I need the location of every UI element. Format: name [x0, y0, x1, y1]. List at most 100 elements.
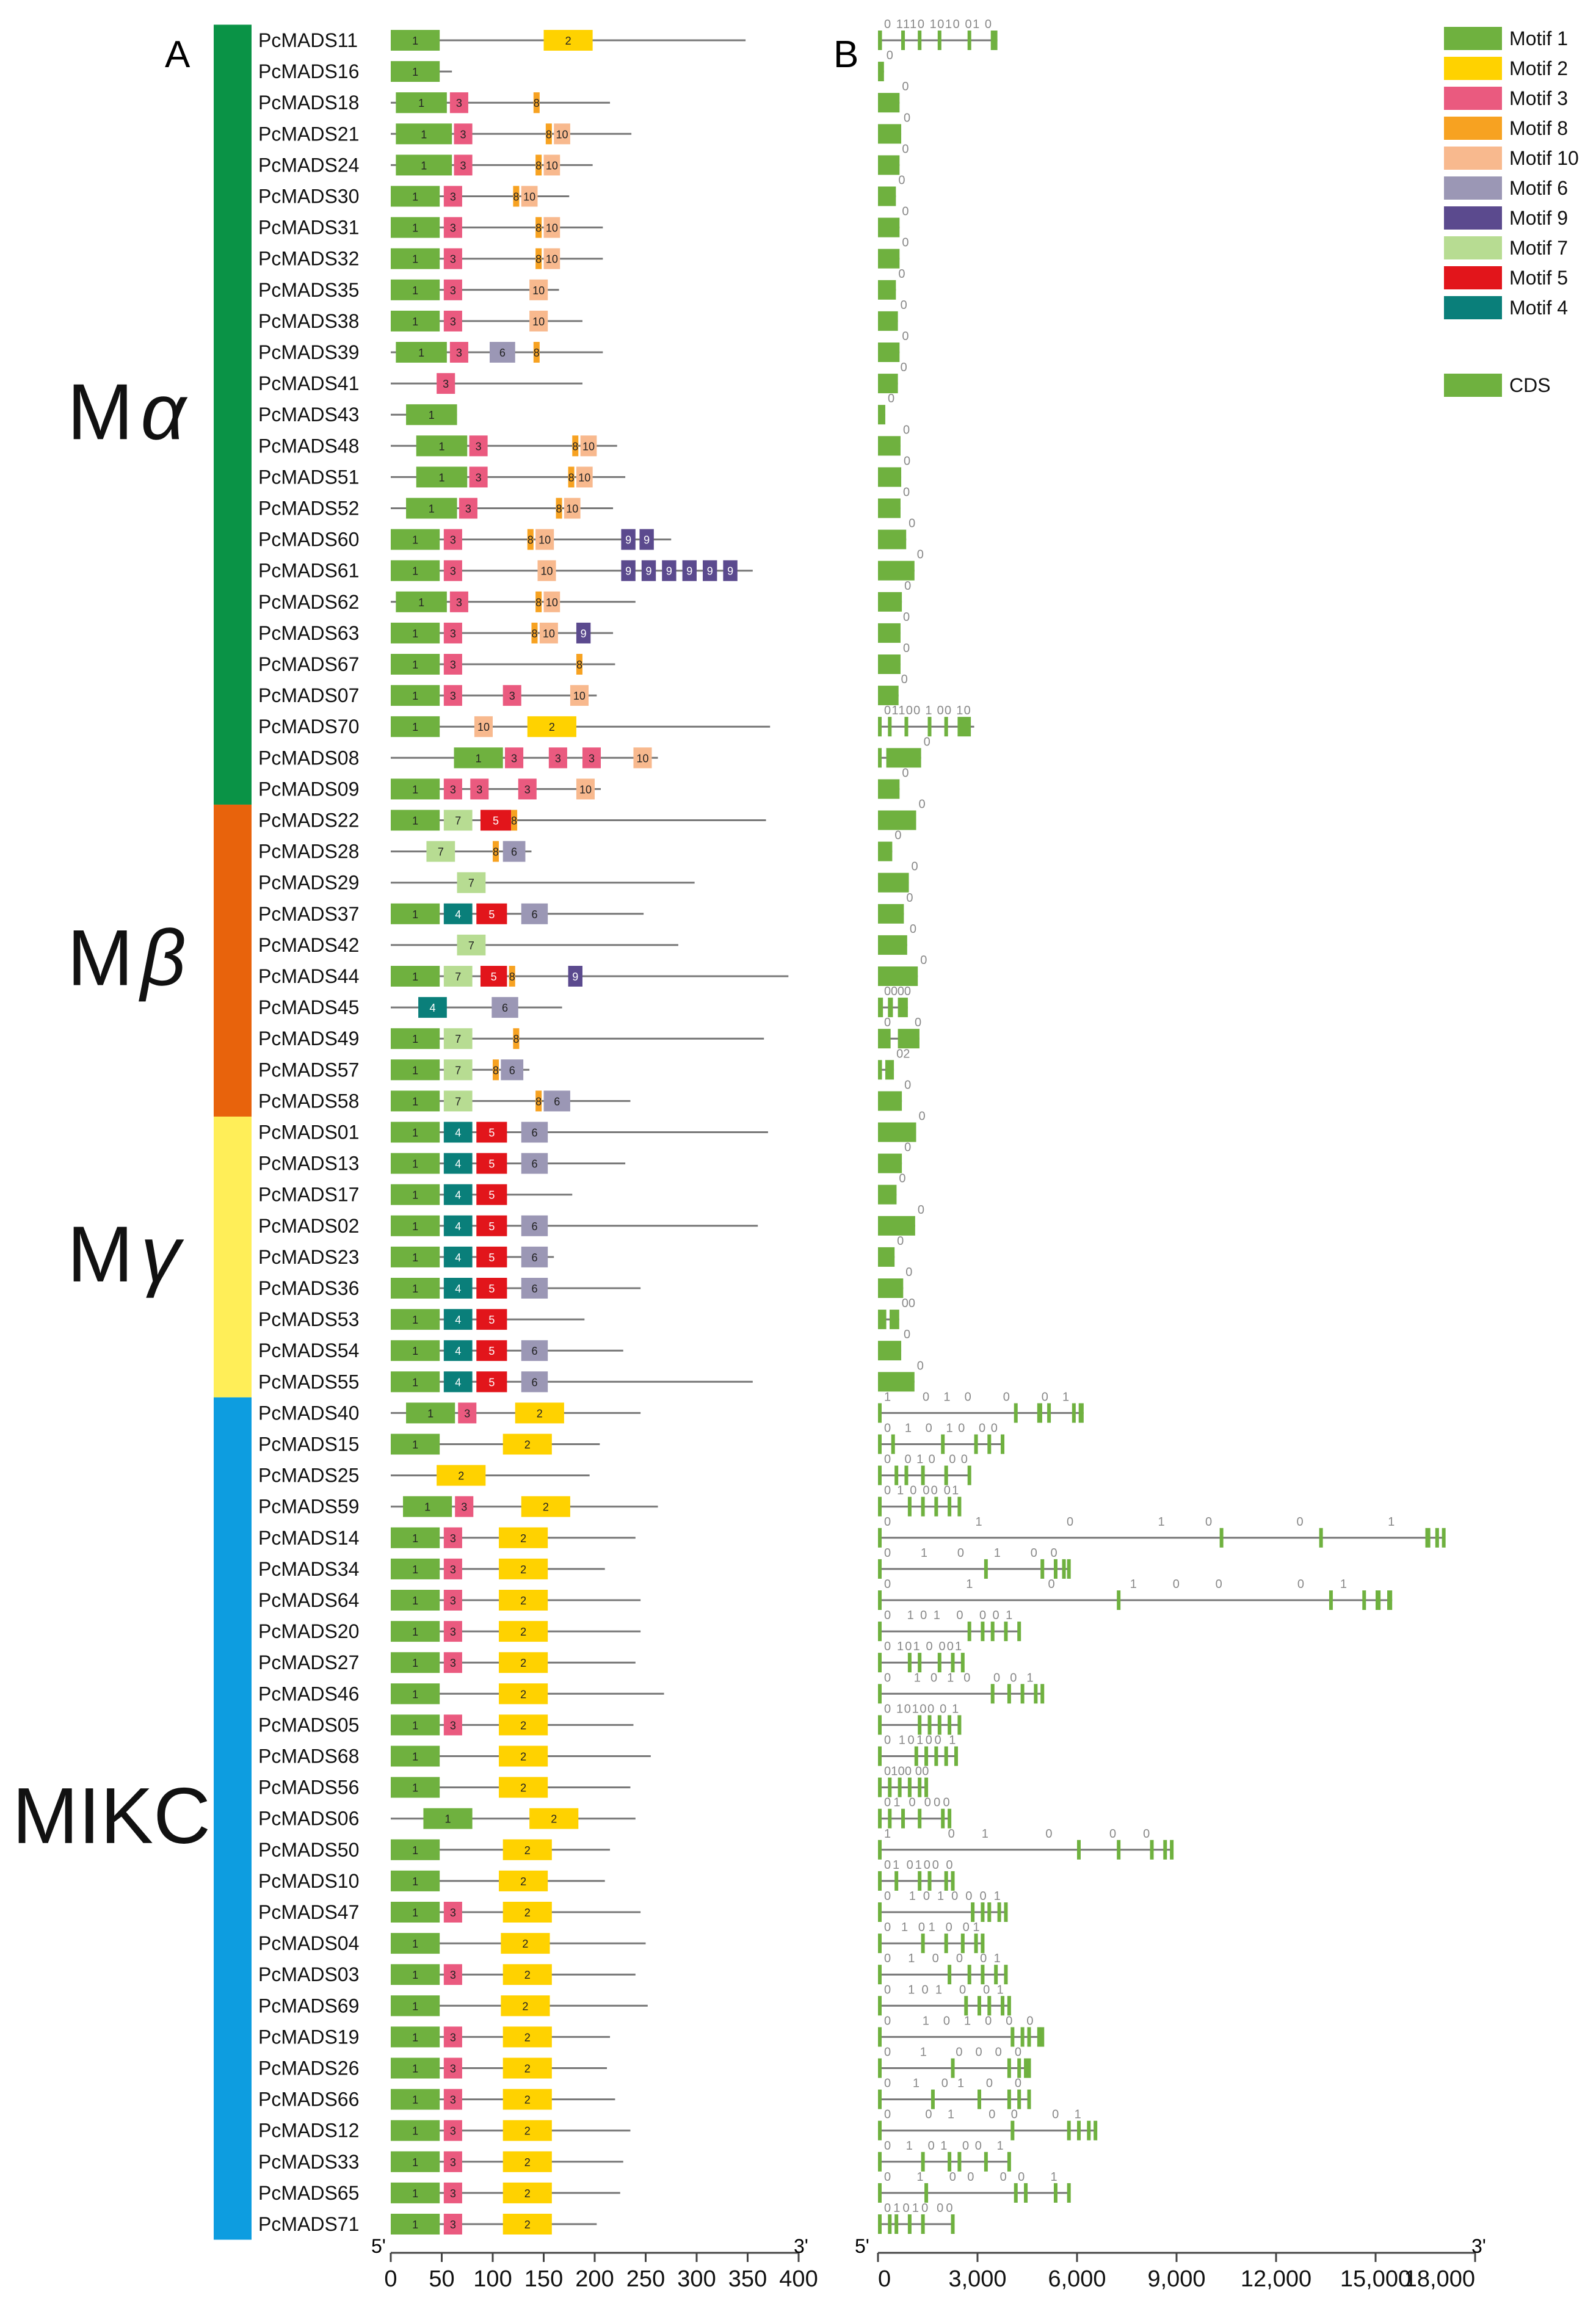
- cds-exon: [878, 124, 902, 144]
- structure-row: 0 1010001: [878, 1890, 1008, 1922]
- gene-name: PcMADS02: [258, 1215, 359, 1237]
- gene-name: PcMADS46: [258, 1683, 359, 1705]
- intron-phase-labels: 0: [904, 111, 910, 125]
- structure-row: 0 101 0 001: [878, 1609, 1021, 1642]
- motif-1-box: [391, 1090, 440, 1112]
- gene-name: PcMADS60: [258, 529, 359, 551]
- gene-name: PcMADS50: [258, 1839, 359, 1861]
- cds-exon: [948, 1965, 952, 1985]
- motif-row: PcMADS65 1 3 2: [258, 2182, 620, 2204]
- intron-phase-labels: 0 01 00 01: [884, 2108, 1081, 2122]
- cds-exon: [960, 1934, 965, 1954]
- motif-8-box: [493, 841, 499, 862]
- cds-exon: [1094, 2120, 1098, 2140]
- motif-number: 9: [686, 565, 692, 578]
- motif-number: 4: [455, 1345, 461, 1357]
- motif-10-box: [535, 529, 554, 550]
- structure-row: 0 1 01 00 1: [878, 2139, 1011, 2172]
- gene-name: PcMADS12: [258, 2120, 359, 2142]
- gene-name: PcMADS18: [258, 92, 359, 114]
- motif-number: 2: [524, 1907, 531, 1919]
- motif-3-box: [548, 747, 567, 769]
- motif-number: 1: [412, 2000, 418, 2012]
- motif-1-box: [391, 1652, 440, 1673]
- cds-exon: [878, 686, 899, 706]
- motif-10-box: [564, 498, 581, 519]
- gene-name: PcMADS26: [258, 2057, 359, 2079]
- intron-phase-labels: 0 10100 0 1: [884, 1702, 959, 1716]
- intron-phase-labels: 0: [910, 922, 916, 936]
- motif-number: 1: [429, 503, 435, 515]
- motif-number: 6: [531, 1220, 537, 1233]
- motif-3-box: [443, 778, 462, 800]
- cds-exon: [907, 1496, 912, 1517]
- cds-exon: [918, 1808, 922, 1829]
- motif-number: 2: [549, 721, 555, 733]
- intron-phase-labels: 0: [904, 1141, 911, 1154]
- cds-exon: [957, 2151, 962, 2172]
- motif-row: PcMADS61 1 3 10 9 9 9 9 9 9: [258, 560, 753, 582]
- cds-exon: [878, 1029, 891, 1049]
- panel-b-label: B: [833, 34, 858, 76]
- motif-2-box: [437, 1465, 486, 1486]
- motif-number: 1: [412, 628, 418, 640]
- motif-7-box: [443, 1090, 473, 1112]
- motif-number: 1: [412, 1376, 418, 1388]
- axis-a-tick-label: 400: [779, 2266, 818, 2292]
- cds-exon: [924, 1777, 929, 1797]
- motif-number: 1: [412, 253, 418, 266]
- motif-number: 3: [456, 347, 462, 359]
- motif-row: PcMADS40 1 3 2: [258, 1402, 641, 1424]
- cds-exon: [878, 1091, 902, 1111]
- motif-3-box: [502, 685, 521, 706]
- motif-row: PcMADS27 1 3 2: [258, 1651, 636, 1673]
- structure-row: 0 10100 1: [878, 1734, 958, 1766]
- motif-10-box: [543, 154, 560, 176]
- structure-row: 0: [878, 798, 926, 830]
- motif-4-box: [418, 997, 447, 1018]
- motif-number: 3: [450, 1626, 456, 1638]
- motif-number: 2: [520, 1719, 526, 1731]
- cds-exon: [885, 1060, 894, 1080]
- motif-number: 5: [488, 1158, 495, 1170]
- motif-3-box: [443, 310, 462, 332]
- motif-1-box: [406, 404, 457, 426]
- motif-number: 10: [566, 503, 578, 515]
- structure-row: 0 0 0 0: [878, 985, 911, 1018]
- cds-exon: [1007, 2089, 1011, 2109]
- motif-1-box: [391, 1964, 440, 1985]
- gene-name: PcMADS64: [258, 1589, 359, 1611]
- motif-1-box: [391, 1558, 440, 1579]
- cds-exon: [1376, 1590, 1381, 1610]
- cds-exon: [878, 498, 901, 518]
- motif-1-box: [391, 778, 440, 800]
- motif-1-box: [396, 154, 452, 176]
- legend-label: Motif 2: [1509, 57, 1568, 79]
- cds-exon: [878, 779, 900, 799]
- motif-number: 4: [455, 1158, 461, 1170]
- motif-row: PcMADS32 1 3 8 10: [258, 248, 603, 270]
- intron-phase-labels: 0 1 00 00 1: [884, 2170, 1057, 2184]
- motif-1-box: [391, 1870, 440, 1891]
- motif-2-box: [502, 2151, 552, 2172]
- motif-2-box: [499, 1621, 548, 1642]
- intron-phase-labels: 1 010 0 01: [884, 1390, 1069, 1404]
- cds-exon: [1062, 1559, 1066, 1579]
- cds-exon: [878, 1902, 882, 1922]
- axis-a-start-label: 5': [371, 2235, 386, 2257]
- cds-exon: [1329, 1590, 1333, 1610]
- motif-number: 8: [509, 971, 515, 983]
- cds-exon: [878, 2089, 882, 2109]
- structure-row: 0: [878, 142, 909, 175]
- motif-5-box: [480, 966, 507, 987]
- structure-row: 0: [878, 954, 927, 986]
- cds-exon: [1007, 1996, 1011, 2016]
- motif-number: 6: [511, 846, 517, 858]
- motif-number: 9: [727, 565, 733, 578]
- motif-number: 6: [502, 1002, 508, 1014]
- motif-number: 10: [573, 690, 586, 702]
- motif-3-box: [443, 2120, 462, 2141]
- cds-exon: [878, 1715, 882, 1735]
- motif-number: 2: [524, 1969, 531, 1981]
- cds-exon: [878, 2151, 882, 2172]
